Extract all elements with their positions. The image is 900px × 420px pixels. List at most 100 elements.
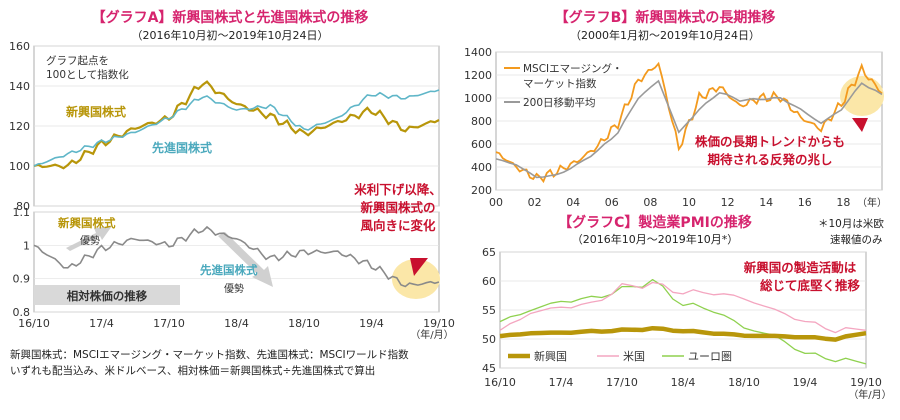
y-tick-label: 0.8 — [13, 306, 31, 319]
label-em-outperform-sub: 優勢 — [80, 234, 100, 247]
chart-c-x-unit: （年/月） — [848, 388, 891, 401]
chart-b-xticks: 00 02 04 06 08 10 12 14 16 18 — [489, 196, 850, 209]
series-emerging-pmi-line — [499, 325, 867, 342]
relative-label-box — [34, 285, 180, 305]
chart-b-series — [495, 61, 883, 184]
chart-a-series — [33, 80, 440, 288]
chart-c: 【グラフC】製造業PMIの推移 （2016年10月～2019年10月*） ＊10… — [482, 214, 892, 401]
label-dev-outperform-sub: 優勢 — [224, 282, 244, 295]
relative-label: 相対株価の推移 — [67, 289, 148, 303]
y-tick-label: 0.9 — [13, 273, 31, 286]
chart-b: 【グラフB】新興国株式の長期推移 （2000年1月初～2019年10月24日） … — [464, 9, 887, 209]
dev-outperform-arrow — [218, 232, 273, 287]
footer-line1: 新興国株式：MSCIエマージング・マーケット指数、先進国株式：MSCIワールド指… — [10, 348, 409, 361]
series-ma200-line — [495, 79, 883, 179]
x-tick-label: 04 — [566, 196, 580, 209]
chart-b-callout-line2: 期待される反発の兆し — [707, 152, 832, 167]
x-tick-label: 17/10 — [153, 317, 185, 330]
x-tick-label: 18/4 — [671, 376, 696, 389]
chart-a-callout-arrow — [410, 258, 428, 276]
x-tick-label: 18 — [836, 196, 850, 209]
y-tick-label: 45 — [482, 362, 496, 375]
x-tick-label: 19/10 — [423, 317, 455, 330]
y-tick-label: 120 — [9, 120, 30, 133]
x-tick-label: 16 — [798, 196, 812, 209]
chart-a-title: 【グラフA】新興国株式と先進国株式の推移 — [92, 9, 369, 26]
series-msci-em-line — [495, 61, 883, 184]
chart-c-footnote-line1: ＊10月は米欧 — [818, 217, 884, 230]
chart-a-upper-grid — [34, 45, 439, 207]
x-tick-label: 17/4 — [89, 317, 114, 330]
chart-c-callout-line2: 総じて底堅く推移 — [760, 278, 861, 293]
chart-a-upper-yticks: 80 100 120 140 160 — [9, 40, 30, 213]
em-outperform-arrow — [66, 226, 112, 251]
chart-a-highlight — [392, 259, 440, 299]
y-tick-label: 1 — [23, 239, 30, 252]
chart-c-yticks: 45 50 55 60 65 — [482, 246, 496, 375]
x-tick-label: 16/10 — [18, 317, 50, 330]
chart-b-subtitle: （2000年1月初～2019年10月24日） — [570, 28, 760, 42]
chart-a-lower-yticks: 0.8 0.9 1 1.1 — [13, 206, 31, 319]
x-tick-label: 17/10 — [606, 376, 638, 389]
chart-a-callout-line3: 風向きに変化 — [360, 218, 436, 233]
chart-b-callout-arrow — [852, 118, 868, 132]
x-tick-label: 18/10 — [728, 376, 760, 389]
chart-b-yticks: 200 400 600 800 1000 1200 1400 — [464, 46, 492, 197]
chart-b-x-unit: （年） — [857, 196, 887, 209]
legend-label: ユーロ圏 — [688, 350, 732, 363]
y-tick-label: 160 — [9, 40, 30, 53]
chart-c-callout-line1: 新興国の製造活動は — [744, 260, 857, 275]
y-tick-label: 400 — [471, 161, 492, 174]
x-tick-label: 19/10 — [850, 376, 882, 389]
x-tick-label: 19/4 — [359, 317, 384, 330]
series-us-pmi-line — [499, 281, 867, 334]
label-em-outperform: 新興国株式 — [58, 216, 116, 230]
x-tick-label: 16/10 — [484, 376, 516, 389]
chart-a-callout-line2: 新興国株式の — [360, 200, 435, 215]
chart-a: 【グラフA】新興国株式と先進国株式の推移 （2016年10月初～2019年10月… — [9, 9, 455, 377]
x-tick-label: 12 — [721, 196, 735, 209]
chart-a-x-unit: （年/月） — [410, 328, 453, 341]
chart-c-legend: 新興国 米国 ユーロ圏 — [508, 349, 732, 363]
chart-a-xticks: 16/10 17/4 17/10 18/4 18/10 19/4 19/10 — [18, 317, 455, 330]
x-tick-label: 10 — [682, 196, 696, 209]
legend-msci-line2: マーケット指数 — [523, 77, 597, 90]
x-tick-label: 18/4 — [224, 317, 249, 330]
chart-c-footnote-line2: 速報値のみ — [830, 233, 883, 246]
chart-b-title: 【グラフB】新興国株式の長期推移 — [555, 9, 776, 26]
y-tick-label: 600 — [471, 138, 492, 151]
chart-c-subtitle: （2016年10月～2019年10月*） — [572, 232, 738, 246]
chart-c-xticks: 16/10 17/4 17/10 18/4 18/10 19/4 19/10 — [484, 376, 882, 389]
y-tick-label: 800 — [471, 115, 492, 128]
chart-c-title: 【グラフC】製造業PMIの推移 — [558, 214, 752, 231]
y-tick-label: 1.1 — [13, 206, 31, 219]
chart-b-callout-line1: 株価の長期トレンドからも — [695, 134, 845, 149]
y-tick-label: 65 — [482, 246, 496, 259]
chart-a-subtitle: （2016年10月初～2019年10月24日） — [132, 28, 329, 42]
label-emerging: 新興国株式 — [66, 104, 126, 119]
x-tick-label: 14 — [759, 196, 773, 209]
y-tick-label: 100 — [9, 160, 30, 173]
y-tick-label: 1200 — [464, 69, 492, 82]
chart-a-callout-line1: 米利下げ以降、 — [353, 182, 442, 197]
x-tick-label: 02 — [528, 196, 542, 209]
series-euro-pmi-line — [499, 278, 867, 365]
x-tick-label: 08 — [643, 196, 657, 209]
legend-ma-label: 200日移動平均 — [523, 96, 596, 109]
x-tick-label: 17/4 — [549, 376, 574, 389]
x-tick-label: 00 — [489, 196, 503, 209]
y-tick-label: 55 — [482, 304, 496, 317]
y-tick-label: 1400 — [464, 46, 492, 59]
chart-a-note-line2: 100として指数化 — [46, 68, 129, 81]
y-tick-label: 200 — [471, 184, 492, 197]
chart-a-note-line1: グラフ起点を — [46, 54, 109, 67]
x-tick-label: 06 — [605, 196, 619, 209]
y-tick-label: 50 — [482, 333, 496, 346]
label-developed: 先進国株式 — [152, 140, 212, 155]
x-tick-label: 19/4 — [793, 376, 818, 389]
y-tick-label: 140 — [9, 80, 30, 93]
series-relative-line — [33, 225, 440, 288]
y-tick-label: 1000 — [464, 92, 492, 105]
legend-msci-line1: MSCIエマージング・ — [523, 62, 622, 75]
